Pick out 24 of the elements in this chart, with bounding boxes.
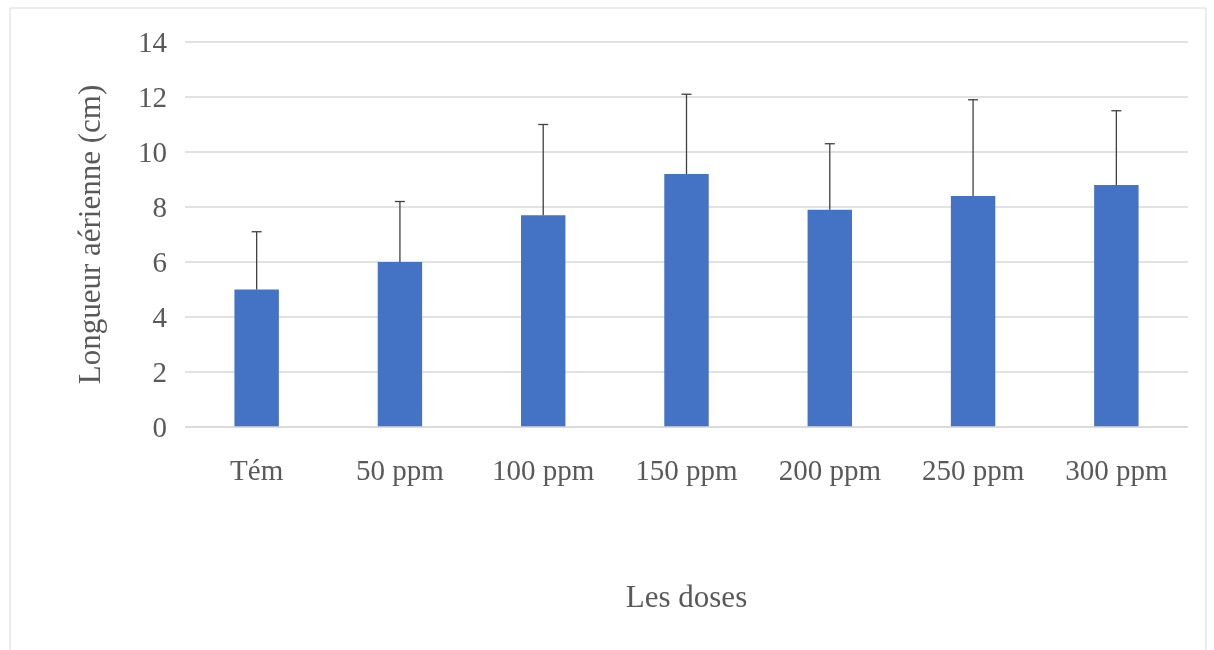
x-tick-label: 100 ppm <box>492 454 595 486</box>
bar <box>1094 185 1139 427</box>
x-tick-label: 50 ppm <box>356 454 445 486</box>
bar <box>807 209 852 427</box>
bar <box>234 289 279 427</box>
x-tick-label: 200 ppm <box>778 454 882 486</box>
y-tick-label: 10 <box>138 136 167 169</box>
x-tick-label: 250 ppm <box>921 454 1025 486</box>
bar <box>377 262 423 427</box>
x-tick-label: 150 ppm <box>635 454 739 486</box>
y-tick-label: 8 <box>152 191 167 224</box>
x-axis-title: Les doses <box>625 579 748 614</box>
y-tick-label: 0 <box>152 411 167 444</box>
y-tick-label: 12 <box>138 81 167 114</box>
y-tick-label: 4 <box>152 301 168 334</box>
y-tick-label: 2 <box>152 356 167 389</box>
y-tick-label: 14 <box>138 26 168 59</box>
bar <box>950 196 996 427</box>
bar <box>521 215 566 427</box>
x-tick-label: 300 ppm <box>1065 454 1168 486</box>
y-axis-title: Longueur aérienne (cm) <box>72 84 107 385</box>
x-tick-label: Tém <box>230 454 284 486</box>
y-tick-label: 6 <box>152 246 167 279</box>
bar <box>664 174 709 427</box>
